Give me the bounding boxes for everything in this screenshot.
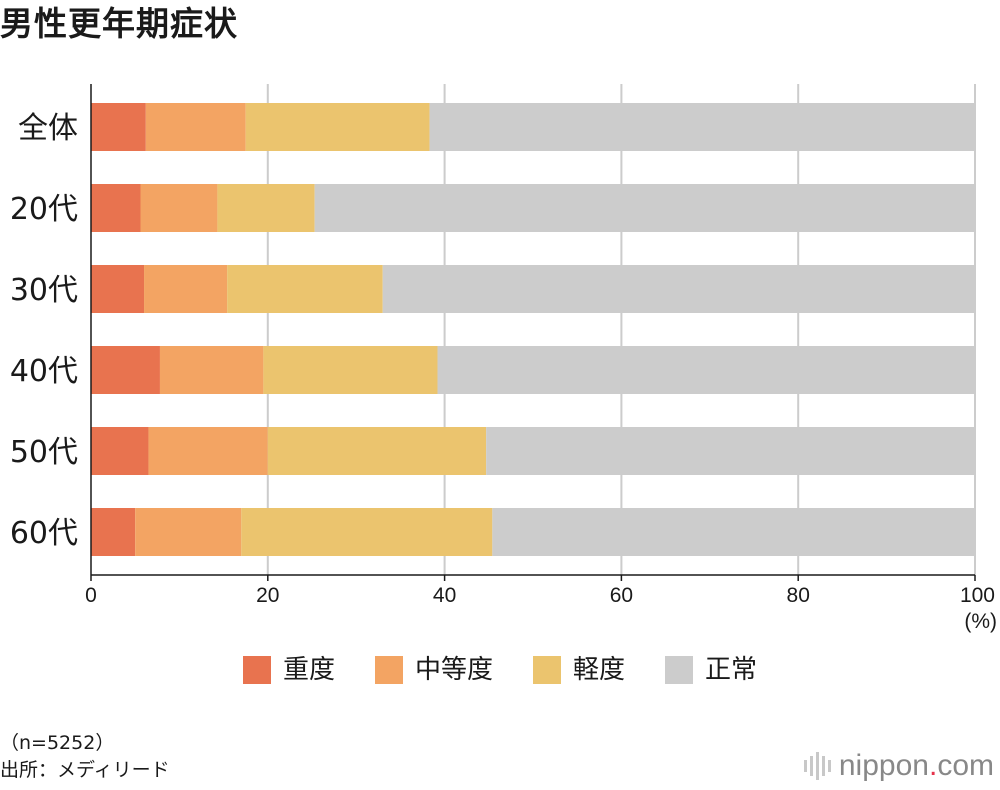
nippon-com-logo: nippon.com [803, 748, 994, 784]
bar-全体-軽度 [245, 103, 430, 151]
category-label-50代: 50代 [10, 435, 78, 470]
x-tick-label-60: 60 [610, 584, 633, 607]
x-tick-label-20: 20 [256, 584, 279, 607]
bar-50代-軽度 [267, 427, 487, 475]
bar-50代-中等度 [148, 427, 268, 475]
bar-30代-中等度 [144, 265, 228, 313]
legend-label-severe: 重度 [282, 655, 335, 685]
x-axis-unit-label: (%) [964, 610, 997, 633]
legend-item-severe: 重度 [242, 655, 335, 685]
legend-label-mild: 軽度 [573, 655, 626, 685]
bar-50代-重度 [91, 427, 149, 475]
logo-bars-icon [803, 752, 831, 780]
category-label-30代: 30代 [10, 273, 78, 308]
bar-20代-重度 [91, 184, 141, 232]
category-labels: 全体 20代 30代 40代 50代 60代 [10, 111, 78, 551]
x-tick-label-0: 0 [85, 584, 97, 607]
logo-dot: . [928, 749, 938, 782]
bar-40代-正常 [437, 346, 975, 394]
logo-tld: com [937, 749, 994, 782]
chart-title: 男性更年期症状 [0, 4, 238, 43]
sample-size-note: （n=5252） [0, 732, 115, 754]
bar-全体-正常 [429, 103, 975, 151]
category-label-20代: 20代 [10, 192, 78, 227]
bar-40代-軽度 [263, 346, 438, 394]
bar-series [91, 103, 976, 556]
x-tick-label-80: 80 [787, 584, 810, 607]
bar-20代-軽度 [217, 184, 315, 232]
bar-全体-重度 [91, 103, 146, 151]
x-tick-label-40: 40 [433, 584, 456, 607]
logo-text: nippon.com [839, 748, 994, 784]
legend-item-moderate: 中等度 [374, 655, 493, 685]
category-label-40代: 40代 [10, 354, 78, 389]
x-axis: 0 20 40 60 80 100 (%) [85, 84, 997, 633]
stacked-bar-chart: 0 20 40 60 80 100 (%) 全体 20代 30代 40代 50代 60代 [10, 84, 997, 633]
bar-20代-中等度 [140, 184, 218, 232]
bar-60代-重度 [91, 508, 136, 556]
bar-60代-軽度 [241, 508, 493, 556]
bar-60代-正常 [492, 508, 975, 556]
legend-swatch-normal [665, 656, 694, 684]
bar-全体-中等度 [145, 103, 246, 151]
bar-40代-中等度 [159, 346, 264, 394]
bar-30代-軽度 [227, 265, 383, 313]
legend-swatch-moderate [374, 656, 403, 684]
bar-30代-正常 [382, 265, 976, 313]
grid-lines [266, 84, 976, 575]
bar-50代-正常 [486, 427, 975, 475]
bar-20代-正常 [314, 184, 976, 232]
source-note: 出所：メディリード [0, 759, 170, 781]
x-tick-label-100: 100 [960, 584, 995, 607]
legend-item-mild: 軽度 [533, 655, 625, 685]
legend-swatch-mild [533, 656, 561, 684]
bar-40代-重度 [91, 346, 160, 394]
category-label-全体: 全体 [18, 111, 78, 146]
bar-60代-中等度 [135, 508, 242, 556]
legend-label-normal: 正常 [705, 655, 758, 685]
bar-30代-重度 [91, 265, 145, 313]
legend-item-normal: 正常 [665, 655, 757, 685]
legend: 重度 中等度 軽度 正常 [0, 655, 1000, 685]
legend-swatch-severe [242, 656, 271, 684]
logo-name: nippon [838, 749, 929, 782]
category-label-60代: 60代 [10, 516, 78, 551]
legend-label-moderate: 中等度 [414, 655, 493, 685]
